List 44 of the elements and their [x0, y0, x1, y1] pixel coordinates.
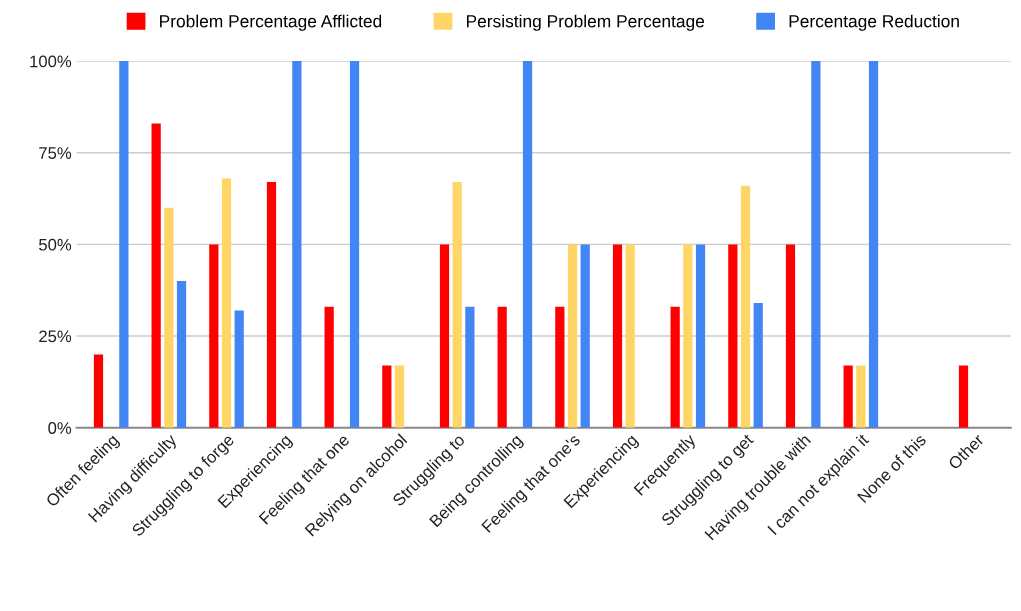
y-tick-label: 50% [39, 238, 72, 251]
bar [93, 354, 104, 428]
bar [382, 365, 392, 428]
bar [670, 306, 680, 428]
bar [612, 244, 623, 428]
legend-label: Percentage Reduction [789, 14, 959, 31]
bar [176, 281, 187, 428]
bar [292, 61, 302, 428]
bar [580, 244, 590, 428]
bar [234, 310, 244, 428]
bar [266, 182, 277, 428]
bar [522, 61, 533, 428]
y-tick-label: 75% [39, 147, 72, 159]
legend-label: Problem Percentage Afflicted [160, 14, 382, 31]
bar [843, 365, 853, 428]
bar [497, 306, 507, 428]
bar [439, 244, 450, 428]
bar [868, 61, 879, 428]
bar [740, 185, 751, 428]
bar [151, 123, 161, 428]
bar [221, 178, 232, 428]
legend-label: Persisting Problem Percentage [466, 14, 705, 31]
bar [856, 365, 866, 428]
bar [567, 244, 578, 428]
bar [465, 306, 475, 428]
bar [164, 207, 174, 428]
bar [625, 244, 635, 428]
bar [811, 61, 821, 428]
bar [728, 244, 738, 428]
bar [695, 244, 706, 428]
bar [394, 365, 405, 428]
bar [555, 306, 565, 428]
bar [119, 61, 129, 428]
bar [209, 244, 219, 428]
bar [324, 306, 334, 428]
bar [958, 365, 969, 428]
y-tick-label: 0% [48, 422, 72, 434]
y-tick-label: 100% [30, 55, 72, 68]
bar [452, 182, 462, 428]
bar [785, 244, 796, 428]
bar [753, 303, 763, 428]
bar [683, 244, 693, 428]
y-tick-label: 25% [39, 330, 72, 343]
bar [349, 61, 360, 428]
